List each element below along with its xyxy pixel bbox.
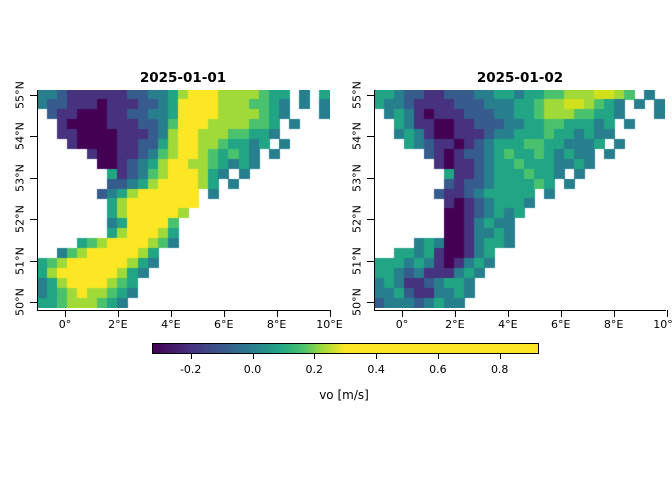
colorbar-tick <box>252 353 254 359</box>
y-tick-label: 51°N <box>350 246 364 275</box>
x-tick-label: 0° <box>58 318 72 331</box>
x-tick <box>329 310 331 317</box>
y-tick-label: 55°N <box>13 81 27 109</box>
y-tick-label: 52°N <box>13 205 27 234</box>
colorbar <box>152 343 539 354</box>
x-tick-label: 6°E <box>213 318 234 331</box>
x-tick <box>454 310 456 317</box>
y-tick-label: 51°N <box>13 246 27 275</box>
x-tick <box>276 310 278 317</box>
y-tick <box>367 177 374 179</box>
y-tick-label: 52°N <box>350 205 364 234</box>
y-tick-label: 53°N <box>13 163 27 192</box>
y-tick <box>30 136 37 138</box>
x-tick <box>117 310 119 317</box>
colorbar-tick <box>190 353 192 359</box>
x-tick-label: 8°E <box>603 318 624 331</box>
y-tick-label: 55°N <box>350 81 364 109</box>
x-tick-label: 6°E <box>550 318 571 331</box>
y-tick <box>367 302 374 303</box>
colorbar-tick-label: -0.2 <box>179 363 202 376</box>
x-tick-label: 8°E <box>266 318 287 331</box>
x-tick <box>170 310 172 317</box>
x-tick-label: 2°E <box>108 318 128 331</box>
colorbar-tick-label: 0.2 <box>305 363 324 376</box>
x-tick-label: 4°E <box>498 318 518 331</box>
y-tick-label: 53°N <box>350 163 364 192</box>
x-tick <box>402 310 403 317</box>
y-tick-label: 50°N <box>350 288 364 316</box>
colorbar-tick-label: 0.8 <box>490 363 509 376</box>
x-tick-label: 10°E <box>653 318 672 331</box>
y-tick <box>367 136 374 138</box>
map-panel-2 <box>374 90 665 308</box>
y-tick <box>30 95 37 96</box>
colorbar-tick-label: 0.6 <box>429 363 447 376</box>
y-tick <box>367 95 374 96</box>
panel-2-y-axis-line <box>374 90 375 311</box>
y-tick-label: 54°N <box>13 122 27 151</box>
y-tick <box>30 260 37 262</box>
panel-2-x-axis-line <box>374 310 666 311</box>
colorbar-tick <box>499 353 501 359</box>
colorbar-tick <box>376 353 378 359</box>
panel-1-y-axis-line <box>37 90 38 311</box>
y-tick-label: 54°N <box>350 122 364 151</box>
y-tick <box>30 219 37 221</box>
y-tick <box>367 219 374 221</box>
map-panel-1 <box>37 90 330 308</box>
panel-2-title: 2025-01-02 <box>476 70 564 86</box>
x-tick-label: 0° <box>395 318 409 331</box>
colorbar-tick-label: 0.4 <box>367 363 385 376</box>
x-tick-label: 4°E <box>161 318 181 331</box>
x-tick <box>507 310 509 317</box>
x-tick <box>560 310 562 317</box>
x-tick <box>666 310 668 317</box>
x-tick <box>223 310 225 317</box>
colorbar-title: vo [m/s] <box>319 388 369 402</box>
x-tick-label: 2°E <box>445 318 465 331</box>
x-tick-label: 10°E <box>316 318 343 331</box>
panel-1-x-axis-line <box>37 310 331 311</box>
colorbar-tick <box>437 353 439 359</box>
y-tick-label: 50°N <box>13 288 27 316</box>
panel-1-title: 2025-01-01 <box>139 70 227 86</box>
x-tick <box>613 310 615 317</box>
colorbar-tick <box>314 353 316 359</box>
colorbar-tick-label: 0.0 <box>243 363 262 376</box>
y-tick <box>30 177 37 179</box>
y-tick <box>30 302 37 303</box>
x-tick <box>65 310 66 317</box>
y-tick <box>367 260 374 262</box>
